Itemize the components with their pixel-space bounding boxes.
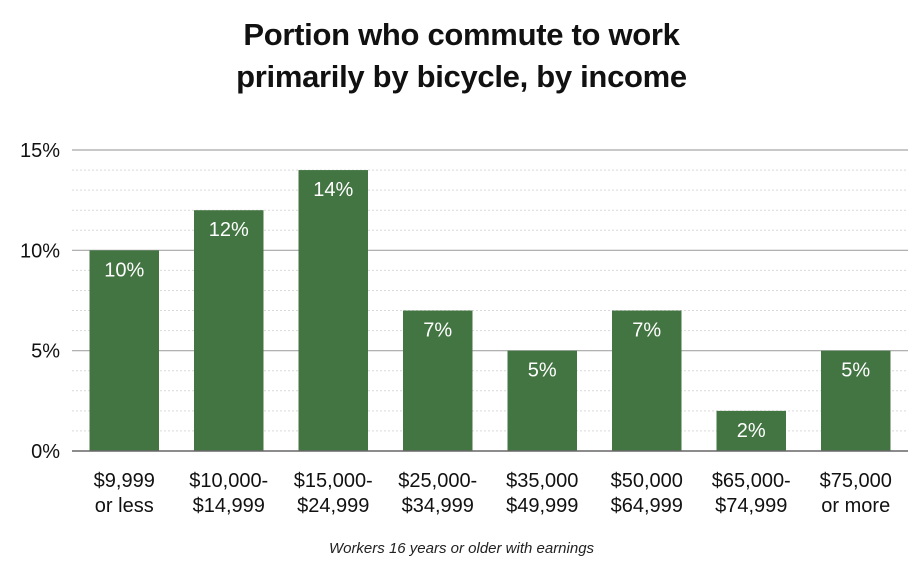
bar [507,350,577,451]
category-label: $65,000- [712,470,791,492]
y-tick-label: 5% [31,341,60,363]
data-label: 5% [841,360,870,382]
category-label: $74,999 [715,495,787,517]
category-label: or more [821,495,890,517]
category-label: $34,999 [402,495,474,517]
data-label: 5% [528,360,557,382]
data-label: 14% [313,179,353,201]
data-label: 10% [104,259,144,281]
category-label: $49,999 [506,495,578,517]
category-label: $50,000 [611,470,683,492]
data-label: 2% [737,420,766,442]
y-tick-label: 15% [20,140,60,162]
category-label: $14,999 [193,495,265,517]
category-label: $15,000- [294,470,373,492]
chart-title-line-2: primarily by bicycle, by income [236,59,687,94]
chart-footnote: Workers 16 years or older with earnings [328,540,595,557]
bar [821,350,891,451]
chart-title: Portion who commute to work primarily by… [0,14,923,98]
data-label: 7% [632,320,661,342]
bar [403,310,473,451]
category-label: $25,000- [398,470,477,492]
category-label: $9,999 [94,470,155,492]
category-label: $10,000- [189,470,268,492]
bar [89,250,159,451]
bar [716,410,786,451]
category-label: $64,999 [611,495,683,517]
category-label: or less [95,495,154,517]
bars [89,170,891,452]
labels: 0% 5% 10% 15% 10% $9,999 or less 12% $10,000- $14… [20,140,892,517]
bar [194,210,264,451]
data-label: 7% [423,320,452,342]
y-tick-label: 0% [31,441,60,463]
bar-chart: 0% 5% 10% 15% 10% $9,999 or less 12% $10,000- $14… [20,140,908,517]
y-tick-label: 10% [20,240,60,262]
category-label: $75,000 [820,470,892,492]
category-label: $24,999 [297,495,369,517]
category-label: $35,000 [506,470,578,492]
bar [298,170,368,452]
data-label: 12% [209,219,249,241]
bar [612,310,682,451]
chart-title-line-1: Portion who commute to work [243,17,680,52]
